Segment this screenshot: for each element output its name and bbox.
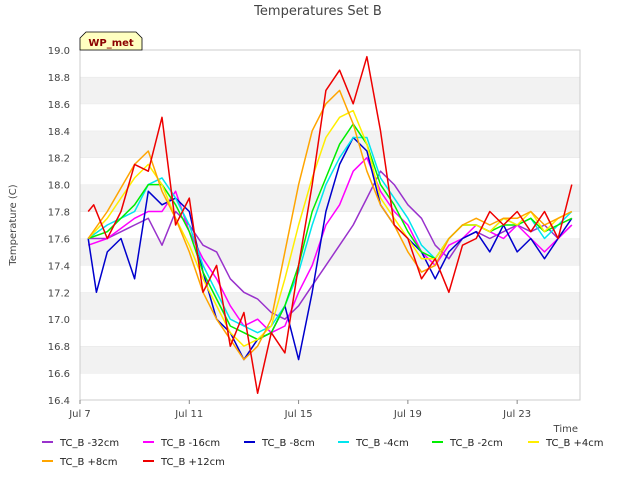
grid-band: [80, 238, 580, 266]
series-line-tcb-8cm: [87, 136, 573, 361]
series-line-tcb-16cm: [87, 156, 573, 334]
y-tick-label: 17.4: [48, 261, 70, 272]
x-axis-ticks: Jul 7 Jul 11 Jul 15 Jul 19 Jul 23: [68, 400, 531, 420]
y-tick-label: 16.6: [48, 369, 70, 380]
y-tick-label: 18.2: [48, 154, 70, 165]
legend-label: TC_B -16cm: [160, 438, 220, 449]
legend-label: TC_B -4cm: [355, 438, 409, 449]
x-tick-label: Jul 11: [174, 409, 203, 420]
y-tick-label: 18.0: [48, 181, 70, 192]
grid-band: [80, 50, 580, 77]
x-tick-label: Jul 19: [393, 409, 422, 420]
y-axis-label: Temperature (C): [8, 184, 19, 266]
grid-band: [80, 265, 580, 293]
series-line-tcb+8cm: [87, 89, 573, 361]
grid-band: [80, 130, 580, 158]
legend-label: TC_B -32cm: [59, 438, 119, 449]
grid-band: [80, 319, 580, 347]
plot-frame: [79, 49, 581, 401]
x-tick-label: Jul 7: [68, 409, 91, 420]
series-line-tcb-2cm: [87, 123, 573, 341]
legend-label: TC_B +4cm: [545, 438, 604, 449]
station-badge: WP_met: [79, 31, 143, 51]
grid-band: [80, 103, 580, 131]
y-tick-label: 17.2: [48, 288, 70, 299]
station-badge-label: WP_met: [88, 38, 134, 49]
series-line-tcb+12cm: [87, 55, 573, 395]
y-tick-label: 16.4: [48, 396, 70, 407]
series-line-tcb+4cm: [87, 109, 573, 347]
y-tick-label: 16.8: [48, 342, 70, 353]
legend-label: TC_B -2cm: [449, 438, 503, 449]
x-axis-label: Time: [553, 424, 578, 435]
series-lines: [87, 55, 573, 395]
y-tick-label: 17.8: [48, 208, 70, 219]
grid-bands: [80, 49, 580, 400]
grid-band: [80, 292, 580, 320]
legend-label: TC_B +8cm: [59, 457, 118, 468]
y-tick-label: 17.0: [48, 315, 70, 326]
grid-band: [80, 373, 580, 400]
y-tick-label: 19.0: [48, 46, 70, 57]
y-axis-ticks: 16.4 16.6 16.8 17.0 17.2 17.4 17.6 17.8 18.0 18.2…: [48, 46, 70, 407]
grid-band: [80, 346, 580, 374]
y-tick-label: 18.8: [48, 73, 70, 84]
chart-title: Temperatures Set B: [253, 4, 382, 19]
x-tick-label: Jul 23: [502, 409, 531, 420]
y-tick-label: 17.6: [48, 234, 70, 245]
legend-label: TC_B -8cm: [261, 438, 315, 449]
legend: TC_B -32cm TC_B -16cm TC_B -8cm TC_B -4cm TC…: [42, 438, 604, 468]
y-tick-label: 18.6: [48, 100, 70, 111]
legend-label: TC_B +12cm: [160, 457, 225, 468]
y-tick-label: 18.4: [48, 127, 70, 138]
x-tick-label: Jul 15: [284, 409, 313, 420]
